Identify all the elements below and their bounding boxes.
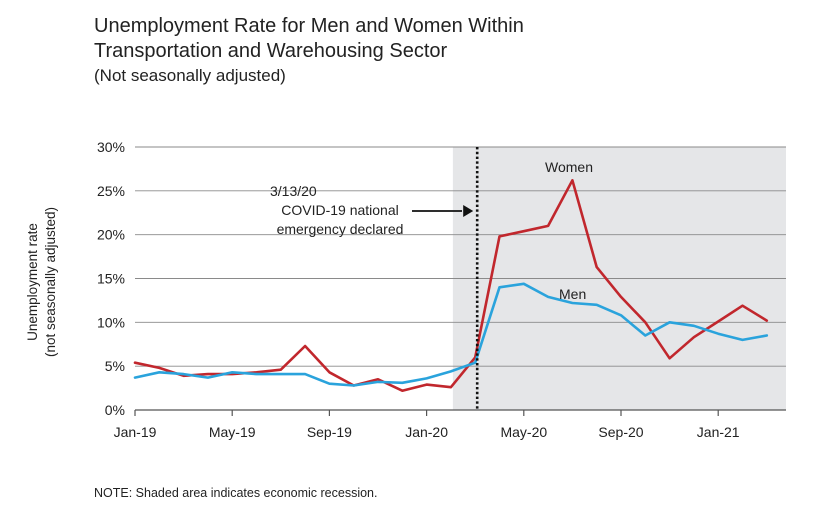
annotation: 3/13/20 COVID-19 national emergency declar… bbox=[270, 147, 479, 410]
axes: Jan-19 May-19 Sep-19 Jan-20 May-20 Sep-20 Jan-… bbox=[114, 409, 786, 440]
y-tick-label: 30% bbox=[97, 139, 125, 155]
y-axis-label-line-2: (not seasonally adjusted) bbox=[43, 207, 58, 357]
chart-title-line-2: Transportation and Warehousing Sector bbox=[94, 40, 448, 62]
y-tick-label: 10% bbox=[97, 314, 125, 330]
annotation-text-line: emergency declared bbox=[277, 221, 404, 237]
annotation-text-line: 3/13/20 bbox=[270, 183, 317, 199]
chart-title: Unemployment Rate for Men and Women With… bbox=[94, 14, 524, 64]
x-tick-label: Sep-19 bbox=[307, 424, 352, 440]
x-tick-label: Jan-19 bbox=[114, 424, 157, 440]
annotation-arrowhead bbox=[463, 205, 474, 217]
y-tick-label: 15% bbox=[97, 271, 125, 287]
chart-note: NOTE: Shaded area indicates economic rec… bbox=[94, 486, 378, 500]
series-label-women: Women bbox=[545, 159, 593, 175]
y-tick-label: 5% bbox=[105, 358, 125, 374]
y-tick-label: 20% bbox=[97, 227, 125, 243]
x-tick-label: Jan-20 bbox=[405, 424, 448, 440]
x-tick-label: May-19 bbox=[209, 424, 256, 440]
chart-subtitle: (Not seasonally adjusted) bbox=[94, 66, 286, 85]
y-tick-label: 25% bbox=[97, 183, 125, 199]
x-tick-label: May-20 bbox=[500, 424, 547, 440]
gridlines: 0% 5% 10% 15% 20% 25% 30% bbox=[97, 139, 786, 418]
y-axis-label: Unemployment rate (not seasonally adjust… bbox=[25, 207, 58, 357]
y-tick-label: 0% bbox=[105, 402, 125, 418]
x-tick-label: Jan-21 bbox=[697, 424, 740, 440]
x-tick-label: Sep-20 bbox=[598, 424, 643, 440]
series-lines: Women Men bbox=[133, 159, 769, 393]
y-axis-label-line-1: Unemployment rate bbox=[25, 223, 40, 341]
series-label-men: Men bbox=[559, 286, 586, 302]
chart-title-line-1: Unemployment Rate for Men and Women With… bbox=[94, 15, 524, 37]
series-line-men bbox=[133, 282, 769, 387]
annotation-text-line: COVID-19 national bbox=[281, 202, 399, 218]
